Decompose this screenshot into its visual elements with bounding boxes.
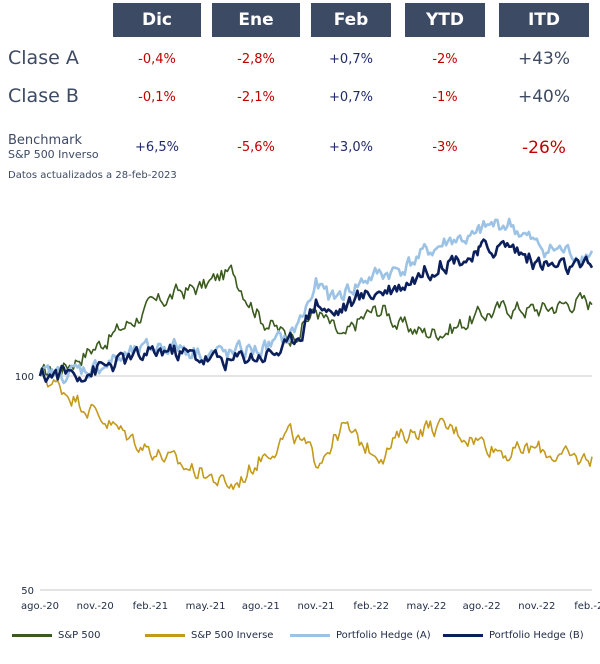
legend-sp500: S&P 500 xyxy=(12,630,100,641)
row-label-clase-a: Clase A xyxy=(8,47,79,69)
y-tick-label-50: 50 xyxy=(21,586,34,597)
x-tick-label: ago.-20 xyxy=(21,601,59,612)
cell-clase-b-ytd: -1% xyxy=(432,90,458,105)
y-tick-label-100: 100 xyxy=(15,372,34,383)
performance-line-chart: 50 100 ago.-20 nov.-20 feb.-21 may.-21 ago.-21… xyxy=(15,217,600,612)
series-line-portfolio-hedge-a- xyxy=(38,217,594,385)
cell-clase-a-ytd: -2% xyxy=(432,52,458,67)
header-ytd: YTD xyxy=(405,3,485,37)
legend-swatch-hedge-a xyxy=(290,634,330,637)
header-dic: Dic xyxy=(113,3,201,37)
x-tick-label: may.-22 xyxy=(406,601,446,612)
cell-clase-a-dic: -0,4% xyxy=(138,52,176,67)
data-updated-note: Datos actualizados a 28-feb-2023 xyxy=(8,170,177,181)
x-tick-label: may.-21 xyxy=(186,601,226,612)
header-feb: Feb xyxy=(311,3,391,37)
legend-hedge-a: Portfolio Hedge (A) xyxy=(290,630,431,641)
header-ene: Ene xyxy=(212,3,300,37)
series-line-s-p-500 xyxy=(39,264,593,377)
cell-clase-b-itd: +40% xyxy=(517,87,571,107)
cell-benchmark-ytd: -3% xyxy=(432,140,458,155)
x-tick-label: nov.-21 xyxy=(297,601,334,612)
cell-clase-b-dic: -0,1% xyxy=(138,90,176,105)
legend-label-sp500: S&P 500 xyxy=(58,630,101,641)
x-tick-label: ago.-21 xyxy=(242,601,280,612)
benchmark-sublabel: S&P 500 Inverso xyxy=(8,148,99,161)
series-line-portfolio-hedge-b- xyxy=(38,238,594,383)
cell-clase-b-feb: +0,7% xyxy=(329,90,373,105)
legend-swatch-sp500 xyxy=(12,634,52,637)
x-tick-label: nov.-22 xyxy=(518,601,555,612)
cell-benchmark-itd: -26% xyxy=(522,138,566,158)
x-tick-label: feb.-22 xyxy=(353,601,389,612)
x-tick-label: feb.-21 xyxy=(133,601,169,612)
x-tick-label: nov.-20 xyxy=(77,601,114,612)
cell-clase-a-itd: +43% xyxy=(517,49,571,69)
benchmark-label: Benchmark xyxy=(8,133,83,148)
legend-label-hedge-a: Portfolio Hedge (A) xyxy=(336,630,431,641)
legend-sp500-inverse: S&P 500 Inverse xyxy=(145,630,273,641)
cell-clase-a-feb: +0,7% xyxy=(329,52,373,67)
cell-clase-b-ene: -2,1% xyxy=(237,90,275,105)
cell-benchmark-ene: -5,6% xyxy=(237,140,275,155)
legend-label-sp500-inverse: S&P 500 Inverse xyxy=(191,630,274,641)
cell-benchmark-feb: +3,0% xyxy=(329,140,373,155)
row-label-clase-b: Clase B xyxy=(8,85,79,107)
series-line-s-p-500-inverse xyxy=(39,369,593,491)
legend-hedge-b: Portfolio Hedge (B) xyxy=(443,630,584,641)
x-tick-label: ago.-22 xyxy=(463,601,501,612)
legend-swatch-hedge-b xyxy=(443,634,483,637)
cell-clase-a-ene: -2,8% xyxy=(237,52,275,67)
benchmark-label-block: Benchmark S&P 500 Inverso xyxy=(8,134,99,162)
legend-swatch-sp500-inverse xyxy=(145,634,185,637)
cell-benchmark-dic: +6,5% xyxy=(135,140,179,155)
header-itd: ITD xyxy=(499,3,589,37)
legend-label-hedge-b: Portfolio Hedge (B) xyxy=(489,630,584,641)
x-tick-label: feb.-23 xyxy=(574,601,600,612)
